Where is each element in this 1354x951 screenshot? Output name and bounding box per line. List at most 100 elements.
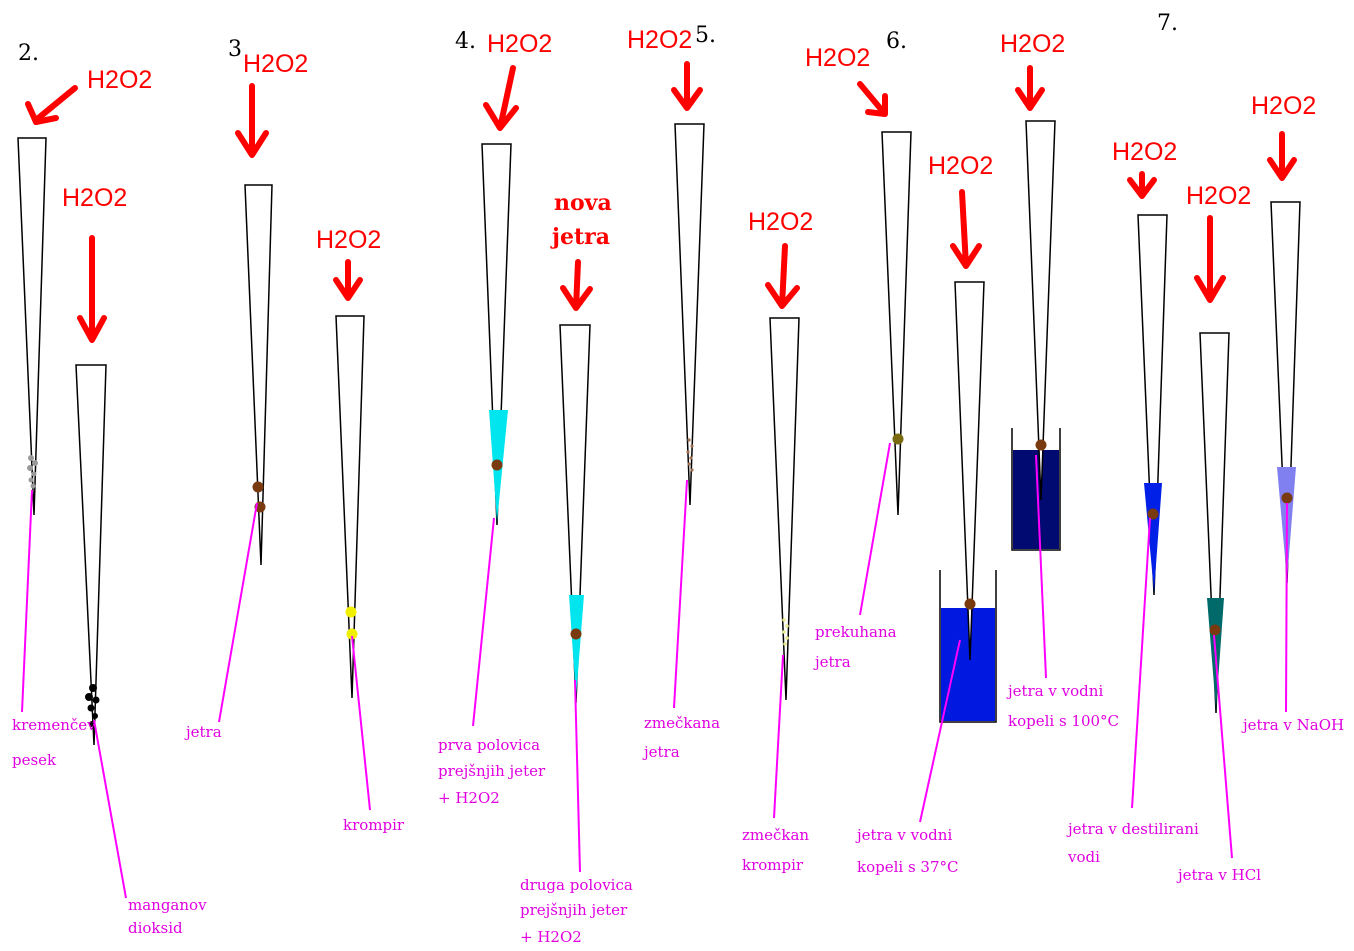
liver-piece [1281,492,1293,504]
label-bath-37-line2: kopeli s 37°C [857,858,959,876]
test-tube-crushed-potato [769,317,800,701]
label-crushed-potato-line1: zmečkan [742,826,809,844]
arrow-icon [33,85,78,123]
liquid-distilled [1144,483,1162,592]
h2o2-label: H2O2 [62,184,127,212]
water-bath-37 [939,570,997,723]
h2o2-label: H2O2 [316,226,381,254]
label-manganese-line1: manganov [128,896,207,914]
label-second-half-line1: druga polovica [520,876,633,894]
liquid-cyan [569,595,584,698]
h2o2-label: H2O2 [627,26,692,54]
label-hcl: jetra v HCl [1176,866,1261,884]
test-tube-boiled-liver [881,131,912,516]
test-tube-crushed-liver [674,123,705,506]
test-tubes [17,120,1301,746]
test-tube-naoh [1270,201,1301,584]
arrow-icon [25,101,59,125]
arrow-icon [950,189,982,269]
test-tube-liver [244,184,273,566]
test-tube-bath-37 [954,281,985,661]
arrow-icon [560,259,593,311]
section-number-5: 5. [695,23,716,48]
label-boiled-liver-line1: prekuhana [815,623,897,641]
section-number-4: 4. [455,29,476,54]
arrow-icon [77,235,107,343]
test-tube-bath-100 [1025,120,1056,501]
label-sand-line1: kremenčev [12,716,96,734]
h2o2-label: H2O2 [1186,182,1251,210]
arrow-icon [235,83,269,158]
label-bath-100-line1: jetra v vodni [1006,682,1103,700]
h2o2-label: H2O2 [87,66,152,94]
label-crushed-liver-line1: zmečkana [644,714,720,732]
arrow-icon [1015,65,1045,111]
arrow-icon [1194,215,1226,303]
label-distilled-line1: jetra v destilirani [1066,820,1199,838]
arrow-icon [333,259,363,301]
h2o2-label: H2O2 [243,50,308,78]
label-crushed-potato-line2: krompir [742,856,804,874]
test-tube-hcl [1199,332,1230,714]
test-tube-distilled [1137,214,1168,596]
label-first-half-line2: prejšnjih jeter [438,762,546,780]
label-bath-100-line2: kopeli s 100°C [1008,712,1119,730]
label-first-half-line3: + H2O2 [438,789,500,807]
liver-piece [1209,624,1221,636]
test-tube-sand [17,137,47,516]
section-number-6: 6. [886,29,907,54]
liver-piece [964,598,976,610]
samples [27,433,1293,727]
sand-sample [27,455,38,489]
h2o2-label: H2O2 [928,152,993,180]
liver-piece [1035,439,1047,451]
test-tube-potato [335,315,365,699]
new-liver-label-line1: nova [554,190,612,216]
label-sand-line2: pesek [12,751,57,769]
label-crushed-liver-line2: jetra [642,743,680,761]
h2o2-label: H2O2 [1000,30,1065,58]
label-liver: jetra [184,723,222,741]
h2o2-label: H2O2 [748,208,813,236]
label-potato: krompir [343,816,405,834]
potato-piece [346,628,358,640]
label-bath-37-line1: jetra v vodni [855,826,952,844]
water-bath-100 [1011,428,1061,551]
label-naoh: jetra v NaOH [1241,716,1344,734]
section-number-7: 7. [1157,11,1178,36]
label-first-half-line1: prva polovica [438,736,540,754]
label-second-half-line2: prejšnjih jeter [520,901,628,919]
section-number-3: 3 [228,37,242,62]
test-tube-second-half [559,324,591,704]
label-distilled-line2: vodi [1067,848,1100,866]
liver-piece [570,628,582,640]
arrow-icon [857,81,888,117]
liver-piece [252,481,264,493]
crushed-potato-sample [782,618,789,646]
liver-piece [491,459,503,471]
label-manganese-line2: dioksid [128,919,183,937]
test-tube-manganese [75,364,107,746]
section-number-2: 2. [18,41,39,66]
arrow-icon [671,61,703,111]
h2o2-label: H2O2 [1251,92,1316,120]
h2o2-label: H2O2 [1112,138,1177,166]
leader-lines [21,442,1288,899]
label-boiled-liver-line2: jetra [813,653,851,671]
new-liver-label-line2: jetra [550,224,610,250]
liver-piece [1147,508,1159,520]
arrows [25,61,1297,343]
test-tube-first-half [481,143,512,526]
potato-piece [345,606,357,618]
h2o2-label: H2O2 [487,30,552,58]
boiled-liver-piece [892,433,904,445]
label-second-half-line3: + H2O2 [520,928,582,946]
h2o2-label: H2O2 [805,44,870,72]
manganese-sample [85,684,100,727]
crushed-liver-sample [686,438,694,472]
arrow-icon [1127,171,1157,199]
arrow-icon [765,243,800,309]
arrow-icon [483,65,519,131]
arrow-icon [1267,131,1297,181]
